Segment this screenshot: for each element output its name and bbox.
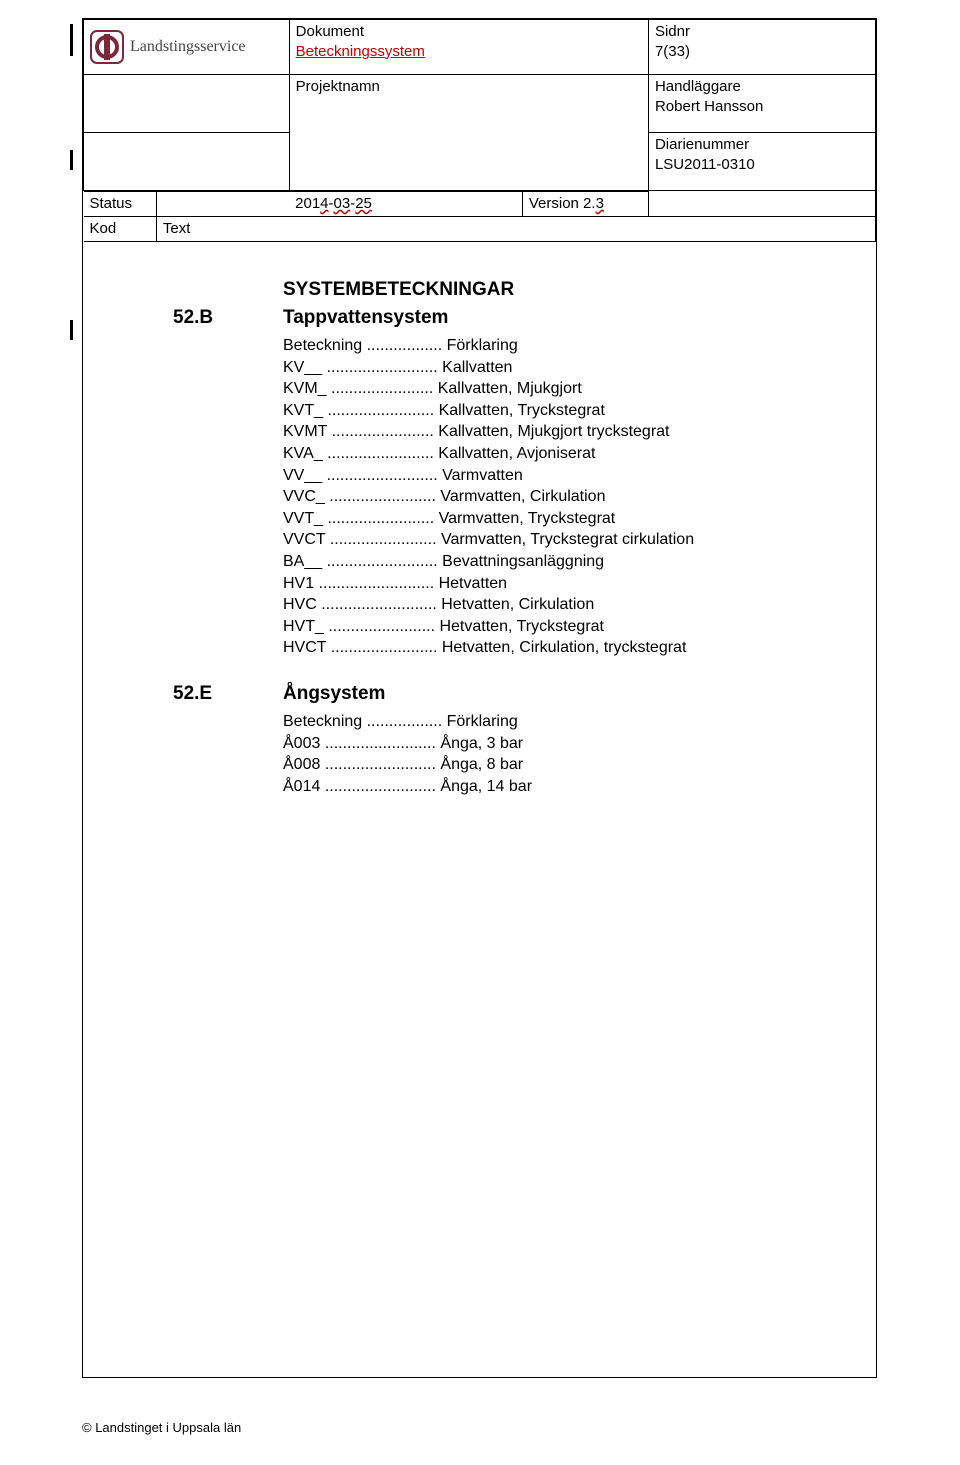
revision-bar <box>70 150 73 170</box>
kod-label: Kod <box>90 220 117 237</box>
section-52b-code: 52.B <box>173 307 213 329</box>
logo-text: Landstingsservice <box>130 37 246 58</box>
definition-row: VV__ ......................... Varmvatte… <box>283 465 943 487</box>
definition-row: KVM_ ....................... Kallvatten,… <box>283 378 943 400</box>
revision-bar <box>70 320 73 340</box>
diarienummer-cell: Diarienummer LSU2011-0310 <box>648 133 875 191</box>
definition-row: BA__ ......................... Bevattnin… <box>283 551 943 573</box>
header-table: Landstingsservice Dokument Beteckningssy… <box>83 19 876 242</box>
logo-icon <box>90 30 124 64</box>
empty-cell <box>84 133 290 191</box>
sidnr-value: 7(33) <box>655 43 690 60</box>
sidnr-label: Sidnr <box>655 23 690 40</box>
definition-row: VVCT ........................ Varmvatten… <box>283 529 943 551</box>
diarienummer-value: LSU2011-0310 <box>655 156 755 173</box>
sidnr-cell: Sidnr 7(33) <box>648 20 875 75</box>
definition-row: HVT_ ........................ Hetvatten,… <box>283 616 943 638</box>
definition-row: KV__ ......................... Kallvatte… <box>283 357 943 379</box>
document-frame: Landstingsservice Dokument Beteckningssy… <box>82 18 877 1378</box>
status-label: Status <box>90 195 133 212</box>
empty-cell <box>648 191 875 217</box>
text-cell: Text <box>156 217 289 242</box>
handlaggare-label: Handläggare <box>655 78 741 95</box>
definition-row: VVC_ ........................ Varmvatten… <box>283 486 943 508</box>
footer-copyright: © Landstinget i Uppsala län <box>82 1420 241 1435</box>
content-area: SYSTEMBETECKNINGAR 52.B Tappvattensystem… <box>283 269 943 797</box>
definition-list-52e: Beteckning ................. FörklaringÅ… <box>283 711 943 797</box>
definition-row: KVA_ ........................ Kallvatten… <box>283 443 943 465</box>
date-value: 2014-03-25 <box>295 195 372 212</box>
empty-cell <box>289 216 875 242</box>
section-52e-title: Ångsystem <box>283 683 385 705</box>
dokument-cell: Dokument Beteckningssystem <box>289 20 648 75</box>
handlaggare-value: Robert Hansson <box>655 98 763 115</box>
projektnamn-label: Projektnamn <box>296 78 380 95</box>
definition-row: KVT_ ........................ Kallvatten… <box>283 400 943 422</box>
version-cell: Version 2.3 <box>522 192 648 216</box>
kod-cell: Kod <box>84 217 157 242</box>
definition-row: HVCT ........................ Hetvatten,… <box>283 637 943 659</box>
definition-list-52b: Beteckning ................. FörklaringK… <box>283 335 943 659</box>
definition-row: HVC .......................... Hetvatten… <box>283 594 943 616</box>
text-label: Text <box>163 220 191 237</box>
diarienummer-label: Diarienummer <box>655 136 749 153</box>
projektnamn-cell: Projektnamn <box>289 75 648 191</box>
empty-cell <box>84 75 290 133</box>
section-52b-title: Tappvattensystem <box>283 307 448 329</box>
page: Landstingsservice Dokument Beteckningssy… <box>0 0 960 1465</box>
date-cell: 2014-03-25 <box>289 192 522 216</box>
definition-header-row: Beteckning ................. Förklaring <box>283 335 943 357</box>
empty-cell <box>156 192 289 216</box>
version-text: Version 2.3 <box>529 195 604 212</box>
definition-row: VVT_ ........................ Varmvatten… <box>283 508 943 530</box>
revision-bar <box>70 24 73 56</box>
beteckningssystem-text: Beteckningssystem <box>296 43 425 60</box>
definition-row: HV1 .......................... Hetvatten <box>283 573 943 595</box>
definition-row: Å003 ......................... Ånga, 3 b… <box>283 733 943 755</box>
definition-row: KVMT ....................... Kallvatten,… <box>283 421 943 443</box>
dokument-label: Dokument <box>296 23 364 40</box>
handlaggare-cell: Handläggare Robert Hansson <box>648 75 875 133</box>
status-cell: Status <box>84 192 157 216</box>
logo-cell: Landstingsservice <box>84 20 290 75</box>
definition-row: Å008 ......................... Ånga, 8 b… <box>283 754 943 776</box>
definition-row: Å014 ......................... Ånga, 14 … <box>283 776 943 798</box>
section-52e-code: 52.E <box>173 683 212 705</box>
systembeteckningar-heading: SYSTEMBETECKNINGAR <box>283 279 943 301</box>
definition-header-row: Beteckning ................. Förklaring <box>283 711 943 733</box>
